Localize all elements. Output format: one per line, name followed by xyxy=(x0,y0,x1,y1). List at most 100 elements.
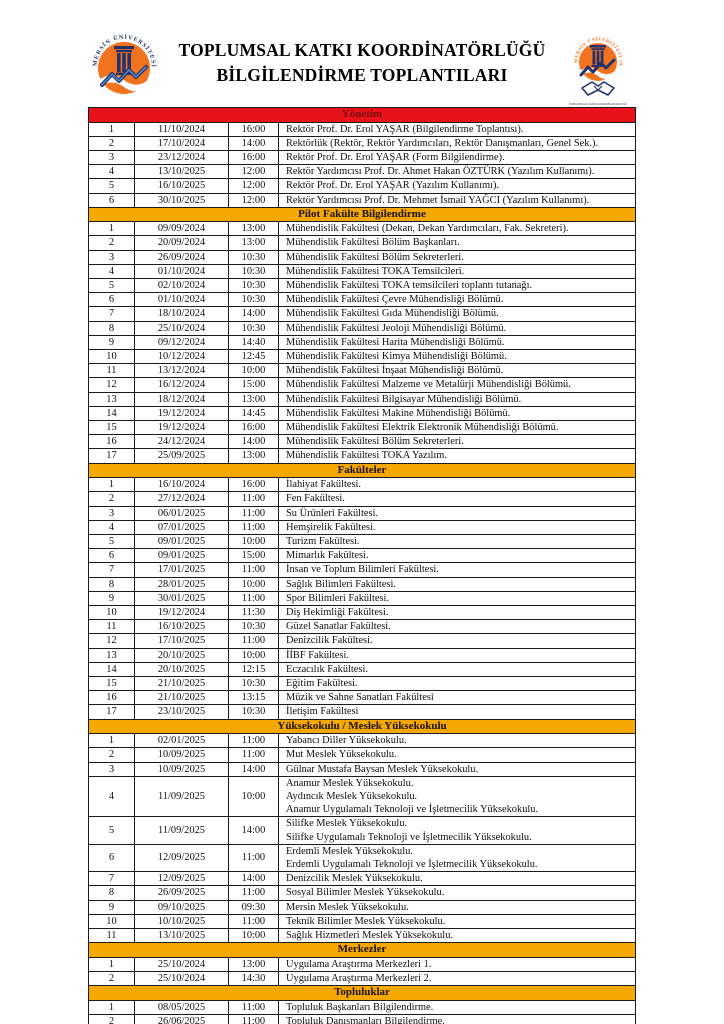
cell-date: 11/09/2025 xyxy=(134,816,229,845)
cell-date: 27/12/2024 xyxy=(134,491,229,507)
description-line: Topluluk Danışmanları Bilgilendirme. xyxy=(286,1015,445,1024)
cell-description: Mimarlık Fakültesi. xyxy=(277,548,637,564)
table-row: 2 20/09/2024 13:00 Mühendislik Fakültesi Bö… xyxy=(88,235,637,251)
cell-number: 2 xyxy=(88,491,135,507)
cell-time: 14:00 xyxy=(228,434,279,450)
description-line: Spor Bilimleri Fakültesi. xyxy=(286,592,390,604)
cell-number: 14 xyxy=(88,661,135,678)
cell-description: Spor Bilimleri Fakültesi. xyxy=(277,590,637,607)
cell-date: 13/10/2025 xyxy=(134,927,229,944)
cell-time: 11:00 xyxy=(228,999,279,1015)
cell-number: 16 xyxy=(88,690,135,706)
cell-number: 4 xyxy=(88,164,135,180)
description-line: Mimarlık Fakültesi. xyxy=(286,550,369,562)
description-line: Turizm Fakültesi. xyxy=(286,535,360,547)
table-row: 9 30/01/2025 11:00 Spor Bilimleri Fakültesi… xyxy=(88,590,637,607)
cell-time: 11:00 xyxy=(228,519,279,535)
cell-time: 10:00 xyxy=(228,533,279,550)
description-line: İnsan ve Toplum Bilimleri Fakültesi. xyxy=(286,564,439,576)
cell-date: 11/09/2025 xyxy=(134,775,229,818)
cell-description: Eczacılık Fakültesi. xyxy=(277,661,637,678)
table-row: 1 08/05/2025 11:00 Topluluk Başkanları Bilg… xyxy=(88,999,637,1015)
cell-description: Mühendislik Fakültesi (Dekan, Dekan Yard… xyxy=(277,221,637,237)
logo-m-wave xyxy=(579,58,616,77)
cell-date: 25/09/2025 xyxy=(134,448,229,464)
description-line: Mersin Meslek Yüksekokulu. xyxy=(286,901,409,913)
cell-date: 21/10/2025 xyxy=(134,676,229,692)
cell-number: 10 xyxy=(88,604,135,621)
table-row: 9 09/10/2025 09:30 Mersin Meslek Yüksekokul… xyxy=(88,899,637,915)
cell-description: Mühendislik Fakültesi Elektrik Elektroni… xyxy=(277,420,637,436)
cell-date: 26/09/2025 xyxy=(134,885,229,901)
cell-number: 1 xyxy=(88,956,135,972)
cell-description: Gülnar Mustafa Baysan Meslek Yüksekokulu… xyxy=(277,761,637,777)
cell-time: 16:00 xyxy=(228,149,279,166)
description-line: Mühendislik Fakültesi İnşaat Mühendisliğ… xyxy=(286,365,504,377)
cell-time: 14:00 xyxy=(228,306,279,322)
table-row: 11 16/10/2025 10:30 Güzel Sanatlar Fakültes… xyxy=(88,619,637,635)
cell-description: Mühendislik Fakültesi Bölüm Sekreterleri… xyxy=(277,434,637,450)
cell-date: 09/01/2025 xyxy=(134,533,229,550)
description-line: Rektör Prof. Dr. Erol YAŞAR (Yazılım Kul… xyxy=(286,180,500,192)
cell-description: Hemşirelik Fakültesi. xyxy=(277,519,637,535)
cell-date: 10/10/2025 xyxy=(134,913,229,929)
cell-time: 10:30 xyxy=(228,676,279,692)
description-line: Rektör Prof. Dr. Erol YAŞAR (Form Bilgil… xyxy=(286,151,505,163)
table-row: 3 10/09/2025 14:00 Gülnar Mustafa Baysan Me… xyxy=(88,761,637,777)
table-row: 1 11/10/2024 16:00 Rektör Prof. Dr. Erol YA… xyxy=(88,121,637,137)
cell-description: Mühendislik Fakültesi TOKA Temsilcileri. xyxy=(277,263,637,280)
cell-time: 12:15 xyxy=(228,661,279,678)
cell-description: Mühendislik Fakültesi Bölüm Sekreterleri… xyxy=(277,249,637,265)
table-row: 1 02/01/2025 11:00 Yabancı Diller Yüksekoku… xyxy=(88,733,637,749)
cell-date: 20/10/2025 xyxy=(134,661,229,678)
cell-date: 19/12/2024 xyxy=(134,604,229,621)
section-title: Fakülteler xyxy=(87,462,637,479)
cell-time: 10:30 xyxy=(228,278,279,294)
cell-number: 3 xyxy=(88,761,135,777)
cell-description: Mut Meslek Yüksekokulu. xyxy=(277,747,637,763)
cell-time: 10:30 xyxy=(228,263,279,280)
section-header-row: Yüksekokulu / Meslek Yüksekokulu xyxy=(87,718,637,735)
cell-description: Eğitim Fakültesi. xyxy=(277,676,637,692)
cell-description: İnsan ve Toplum Bilimleri Fakültesi. xyxy=(277,562,637,578)
cell-number: 1 xyxy=(88,121,135,137)
section-title: Yüksekokulu / Meslek Yüksekokulu xyxy=(87,718,637,735)
cell-date: 17/10/2025 xyxy=(134,633,229,649)
cell-number: 5 xyxy=(88,178,135,194)
cell-date: 06/01/2025 xyxy=(134,505,229,521)
cell-time: 11:30 xyxy=(228,604,279,621)
cell-description: Mersin Meslek Yüksekokulu. xyxy=(277,899,637,915)
description-line: Denizcilik Fakültesi. xyxy=(286,635,373,647)
cell-description: Sağlık Hizmetleri Meslek Yüksekokulu. xyxy=(277,927,637,944)
description-line: Rektör Yardımcısı Prof. Dr. Ahmet Hakan … xyxy=(286,166,595,178)
cell-number: 8 xyxy=(88,576,135,592)
section-title: Yönetim xyxy=(87,107,637,123)
cell-time: 10:00 xyxy=(228,775,279,818)
cell-date: 21/10/2025 xyxy=(134,690,229,706)
cell-description: Rektör Prof. Dr. Erol YAŞAR (Bilgilendir… xyxy=(277,121,637,137)
cell-date: 02/01/2025 xyxy=(134,733,229,749)
description-line: Erdemli Uygulamalı Teknoloji ve İşletmec… xyxy=(286,858,538,870)
cell-number: 16 xyxy=(88,434,135,450)
cell-description: İletişim Fakültesi xyxy=(277,704,637,720)
cell-description: Rektör Prof. Dr. Erol YAŞAR (Yazılım Kul… xyxy=(277,178,637,194)
cell-time: 16:00 xyxy=(228,420,279,436)
cell-date: 16/10/2024 xyxy=(134,477,229,493)
description-line: Mühendislik Fakültesi Jeoloji Mühendisli… xyxy=(286,322,507,334)
table-row: 6 30/10/2025 12:00 Rektör Yardımcısı Prof. … xyxy=(88,192,637,208)
table-row: 1 09/09/2024 13:00 Mühendislik Fakültesi (D… xyxy=(88,221,637,237)
table-row: 5 02/10/2024 10:30 Mühendislik Fakültesi TO… xyxy=(88,278,637,294)
cell-description: Topluluk Danışmanları Bilgilendirme. xyxy=(277,1013,637,1024)
cell-number: 2 xyxy=(88,970,135,987)
cell-time: 10:00 xyxy=(228,647,279,663)
cell-number: 11 xyxy=(88,927,135,944)
cell-description: Su Ürünleri Fakültesi. xyxy=(277,505,637,521)
table-row: 3 23/12/2024 16:00 Rektör Prof. Dr. Erol YA… xyxy=(88,149,637,166)
cell-time: 11:00 xyxy=(228,633,279,649)
description-line: Su Ürünleri Fakültesi. xyxy=(286,507,379,519)
cell-description: Fen Fakültesi. xyxy=(277,491,637,507)
cell-time: 13:00 xyxy=(228,391,279,407)
table-row: 12 16/12/2024 15:00 Mühendislik Fakültesi M… xyxy=(88,377,637,393)
cell-date: 09/10/2025 xyxy=(134,899,229,915)
handshake-icon xyxy=(581,81,615,96)
